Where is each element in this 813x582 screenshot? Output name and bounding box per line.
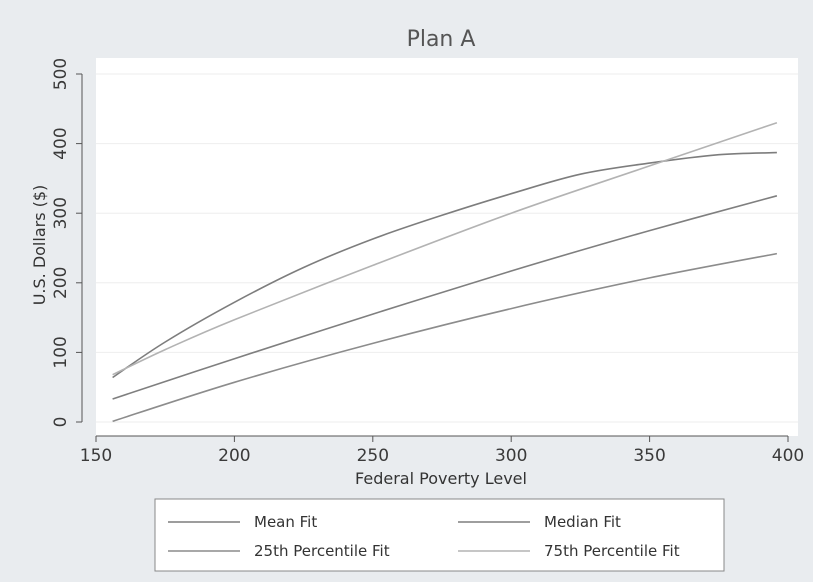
axes: 0 100 200 300 400 500 150 200 250 300 350 400 — [51, 58, 804, 466]
y-tick-label: 300 — [51, 197, 71, 229]
series-line-median-fit — [112, 195, 778, 400]
legend-label-75th-percentile-fit: 75th Percentile Fit — [544, 542, 680, 560]
legend-label-median-fit: Median Fit — [544, 513, 621, 531]
x-tick-label: 400 — [772, 446, 804, 466]
legend-box — [154, 498, 725, 572]
x-axis-label: Federal Poverty Level — [355, 469, 527, 488]
x-tick-label: 300 — [495, 446, 527, 466]
y-axis-label: U.S. Dollars ($) — [30, 185, 49, 306]
gridlines — [96, 73, 798, 423]
series-line-75th-percentile-fit — [112, 121, 778, 376]
y-tick-label: 500 — [51, 58, 71, 90]
chart-title: Plan A — [407, 27, 476, 52]
y-tick-label: 200 — [51, 267, 71, 299]
series-lines — [112, 121, 778, 423]
legend-label-mean-fit: Mean Fit — [254, 513, 317, 531]
legend: Mean Fit Median Fit 25th Percentile Fit 75t… — [154, 498, 725, 572]
plot-area — [96, 58, 798, 436]
y-tick-label: 0 — [51, 417, 71, 428]
x-tick-label: 150 — [80, 446, 112, 466]
x-tick-label: 350 — [633, 446, 665, 466]
legend-label-25th-percentile-fit: 25th Percentile Fit — [254, 542, 390, 560]
series-line-25th-percentile-fit — [112, 252, 778, 423]
y-tick-label: 100 — [51, 336, 71, 368]
x-tick-label: 200 — [218, 446, 250, 466]
y-tick-label: 400 — [51, 127, 71, 159]
x-tick-label: 250 — [357, 446, 389, 466]
